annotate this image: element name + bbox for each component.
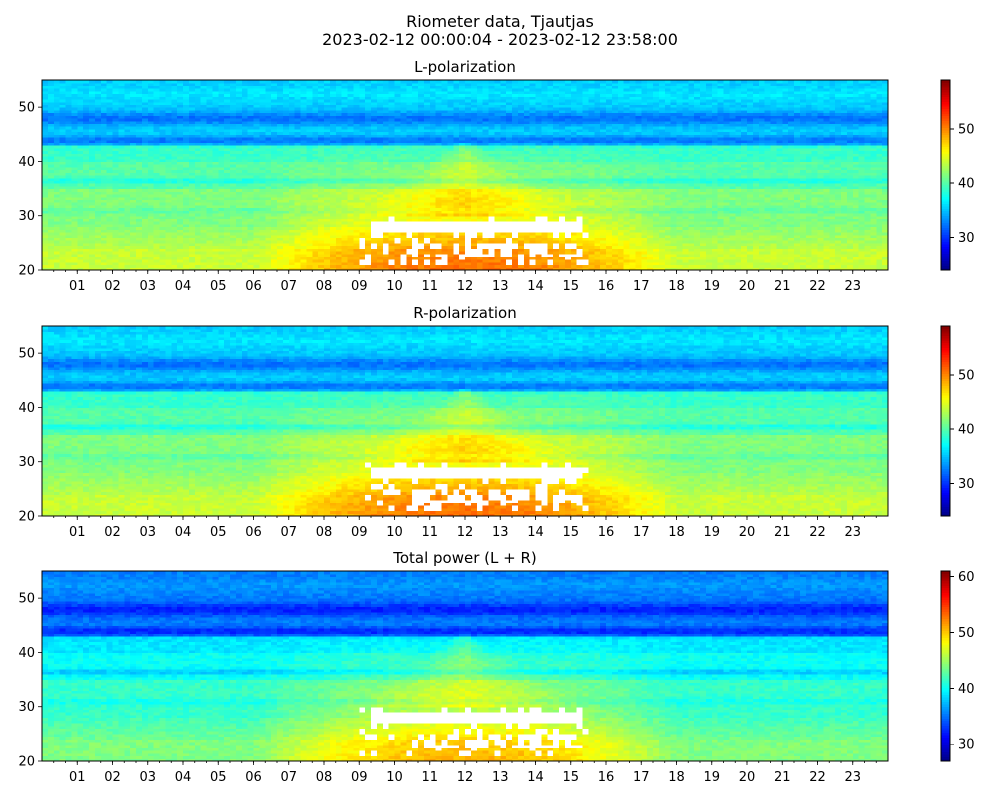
heatmap [42, 80, 889, 271]
